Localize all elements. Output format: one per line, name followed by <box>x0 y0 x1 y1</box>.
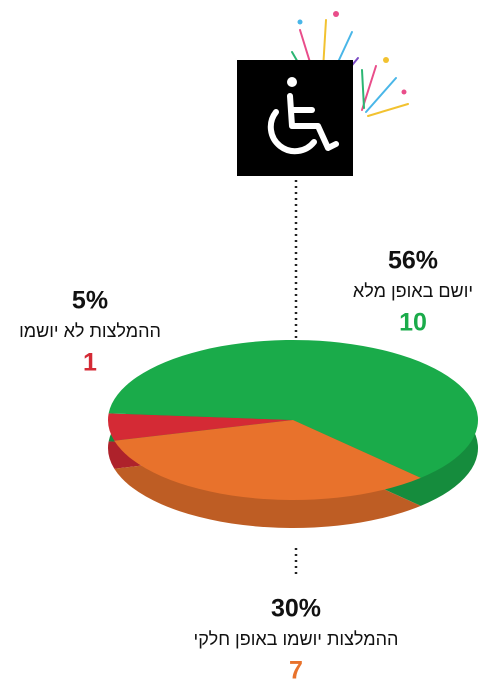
percent-label: 30% <box>271 595 321 623</box>
pie-slice <box>108 413 293 441</box>
pie <box>107 340 478 528</box>
category-label: ההמלצות יושמו באופן חלקי <box>194 629 399 649</box>
count-label: 10 <box>399 309 427 337</box>
category-label: יושם באופן מלא <box>353 281 473 301</box>
pie-slice <box>108 340 478 478</box>
percent-label: 56% <box>388 247 438 275</box>
percent-label: 5% <box>72 287 108 315</box>
count-label: 7 <box>289 657 303 685</box>
count-label: 1 <box>83 349 97 377</box>
wheelchair-icon <box>267 77 339 155</box>
category-label: ההמלצות לא יושמו <box>19 321 161 341</box>
icon-box <box>237 60 353 176</box>
pie-slice <box>114 420 421 500</box>
